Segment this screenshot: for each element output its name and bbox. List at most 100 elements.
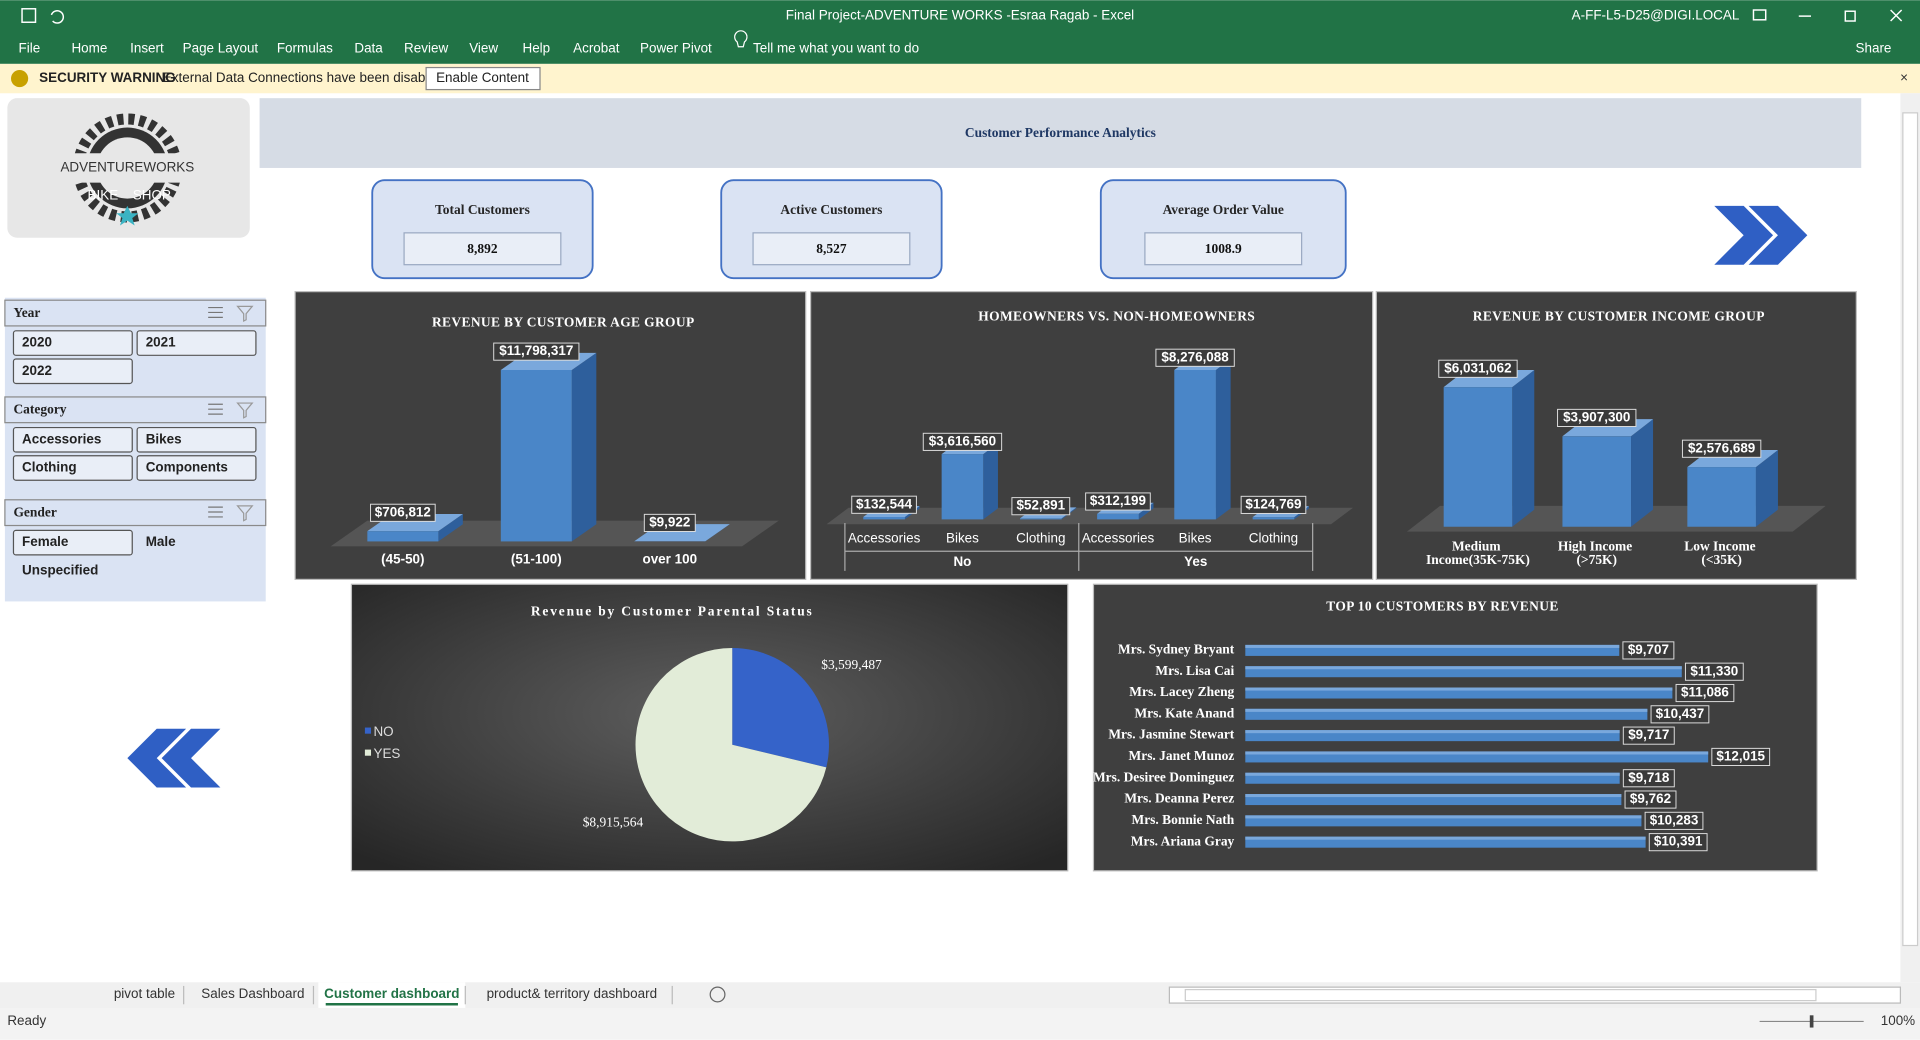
bar xyxy=(1174,370,1216,520)
slicer-item[interactable] xyxy=(12,330,133,356)
data-label-box xyxy=(1557,408,1637,427)
data-label: $10,283 xyxy=(1650,812,1699,827)
data-label-box xyxy=(1240,495,1307,514)
slicer-item-label[interactable]: Male xyxy=(146,534,176,549)
ribbon-tab[interactable]: Page Layout xyxy=(183,41,259,56)
x-tick-label: Bikes xyxy=(946,531,979,546)
kpi-value-box xyxy=(752,232,911,266)
bar-side xyxy=(1512,370,1535,527)
data-label-box xyxy=(1011,497,1071,516)
slicer-item-label[interactable]: 2021 xyxy=(146,335,176,350)
bar xyxy=(1245,751,1709,763)
bar-side xyxy=(1631,419,1654,527)
ribbon-tab[interactable]: Help xyxy=(522,41,550,56)
slicer-item-label[interactable]: 2022 xyxy=(22,363,52,378)
y-tick-label: Mrs. Kate Anand xyxy=(1134,705,1234,720)
ribbon-tab[interactable]: View xyxy=(469,41,498,56)
data-label-box xyxy=(1684,662,1744,681)
bar-highlight xyxy=(1245,708,1648,712)
sheet-tab[interactable]: Customer dashboard xyxy=(324,986,459,1001)
data-label-box xyxy=(1085,492,1151,511)
bar xyxy=(1245,794,1622,806)
ribbon-tab[interactable]: Acrobat xyxy=(573,41,620,56)
slicer-item-label[interactable]: Bikes xyxy=(146,431,182,446)
data-label: $10,391 xyxy=(1654,834,1703,849)
slicer-item-label[interactable]: Female xyxy=(22,534,69,549)
ribbon-tab[interactable]: Data xyxy=(354,41,383,56)
slicer-item-label[interactable]: Accessories xyxy=(22,431,101,446)
slicer-item[interactable] xyxy=(12,358,133,385)
slicer-item[interactable] xyxy=(136,426,257,453)
prev-arrow[interactable] xyxy=(161,728,221,788)
ribbon-tab[interactable]: Review xyxy=(404,41,448,56)
slicer-item[interactable] xyxy=(136,455,257,481)
ribbon-tab[interactable]: Power Pivot xyxy=(640,41,712,56)
slicer-item-label[interactable]: 2020 xyxy=(22,335,52,350)
bar-highlight xyxy=(1245,815,1642,819)
slicer-multiselect[interactable] xyxy=(208,306,223,318)
data-label: $8,276,088 xyxy=(1161,349,1229,364)
enable-content-label[interactable]: Enable Content xyxy=(436,70,529,85)
kpi-value-box xyxy=(1144,232,1303,266)
zoom-thumb[interactable] xyxy=(1809,1015,1814,1028)
legend-label: NO xyxy=(373,724,393,739)
bar xyxy=(1245,836,1646,848)
tell-me[interactable]: Tell me what you want to do xyxy=(753,41,919,56)
v-scroll-thumb[interactable] xyxy=(1902,112,1919,947)
bar xyxy=(500,370,572,542)
group-label: No xyxy=(953,554,971,569)
data-label: $6,031,062 xyxy=(1444,360,1511,375)
slicer-item-label[interactable]: Unspecified xyxy=(22,562,98,577)
data-label-box xyxy=(1644,811,1704,830)
logo-star xyxy=(116,205,139,226)
next-arrow[interactable] xyxy=(1748,205,1808,265)
bar xyxy=(1020,518,1062,520)
bar xyxy=(367,531,439,542)
slicer-multiselect[interactable] xyxy=(208,506,223,518)
slicer-item[interactable] xyxy=(136,330,257,356)
bar xyxy=(863,516,905,520)
y-tick-label: Mrs. Lisa Cai xyxy=(1155,663,1234,678)
slicer-item[interactable] xyxy=(12,529,133,556)
slicer-clear-filter[interactable] xyxy=(236,402,254,419)
ribbon-tab[interactable]: File xyxy=(19,41,41,56)
bar-side xyxy=(438,514,463,542)
sheet-tab[interactable]: Sales Dashboard xyxy=(201,986,304,1001)
slicer-multiselect[interactable] xyxy=(208,403,223,415)
bar-side xyxy=(1215,358,1231,520)
data-label-box xyxy=(922,432,1003,451)
data-label-box xyxy=(1711,747,1771,767)
data-label: $12,015 xyxy=(1716,749,1765,764)
enable-content-button[interactable] xyxy=(425,66,541,91)
data-label: $11,330 xyxy=(1690,663,1738,678)
dashboard-title: Customer Performance Analytics xyxy=(965,125,1156,140)
chart-area xyxy=(810,291,1374,580)
data-label-box xyxy=(1675,683,1735,703)
slicer-item-label[interactable]: Clothing xyxy=(22,460,77,475)
sheet-tab[interactable]: product& territory dashboard xyxy=(487,986,658,1001)
data-label: $11,086 xyxy=(1681,685,1729,700)
h-scroll-thumb[interactable] xyxy=(1184,988,1817,1002)
bar-side xyxy=(571,352,597,542)
axis-box xyxy=(844,523,1314,571)
ribbon-tab[interactable]: Formulas xyxy=(277,41,333,56)
y-tick-label: Mrs. Jasmine Stewart xyxy=(1108,727,1234,742)
ribbon-tab[interactable]: Home xyxy=(71,41,107,56)
add-sheet[interactable] xyxy=(709,986,726,1003)
share-button[interactable]: Share xyxy=(1856,41,1892,56)
prev-arrow[interactable] xyxy=(127,728,187,788)
window-controls[interactable] xyxy=(21,8,1903,24)
ribbon-tab[interactable]: Insert xyxy=(130,41,164,56)
slicer-clear-filter[interactable] xyxy=(236,305,254,323)
slicer-item-label[interactable]: Components xyxy=(146,460,228,475)
sheet-tab[interactable]: pivot table xyxy=(114,986,175,1001)
legend-label: YES xyxy=(373,746,400,761)
slicer-item[interactable] xyxy=(12,455,133,481)
y-tick-label: Mrs. Bonnie Nath xyxy=(1132,812,1235,827)
logo-tag: BIKE xyxy=(88,188,119,203)
close-bar[interactable]: × xyxy=(1900,70,1908,85)
group-label: Yes xyxy=(1184,554,1207,569)
logo-band xyxy=(19,153,236,183)
slicer-clear-filter[interactable] xyxy=(236,505,254,522)
slicer-item[interactable] xyxy=(12,426,133,453)
